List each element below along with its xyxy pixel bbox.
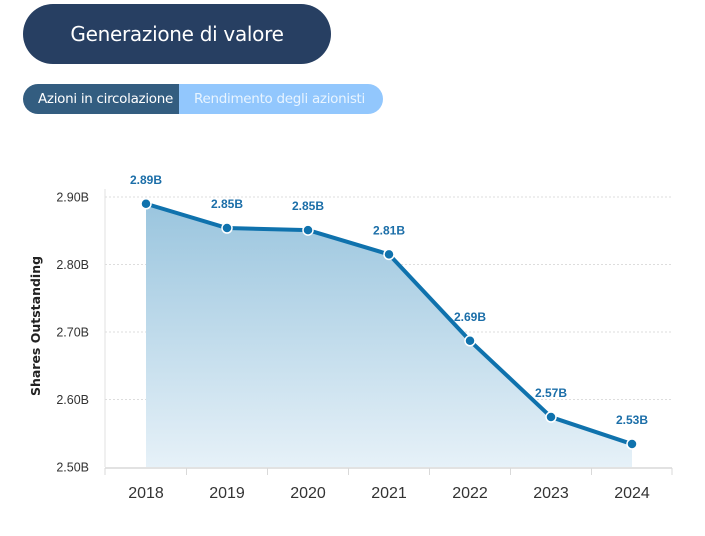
data-label: 2.89B [130, 173, 162, 187]
x-tick-label: 2019 [209, 485, 245, 502]
x-tick-label: 2020 [290, 485, 326, 502]
y-tick-labels: 2.50B 2.60B 2.70B 2.80B 2.90B [56, 191, 89, 475]
x-tick-label: 2018 [128, 485, 164, 502]
data-point[interactable] [140, 198, 152, 210]
x-tick-label: 2021 [371, 485, 407, 502]
data-label: 2.85B [211, 197, 243, 211]
x-tick-labels: 2018 2019 2020 2021 2022 2023 2024 [128, 485, 650, 502]
data-label: 2.81B [373, 223, 405, 237]
data-points [140, 198, 638, 450]
data-point[interactable] [626, 438, 638, 450]
area-fill [146, 203, 632, 467]
x-tick-label: 2024 [614, 485, 650, 502]
y-tick-label: 2.50B [56, 461, 89, 475]
y-axis-title: Shares Outstanding [28, 256, 43, 396]
data-labels: 2.89B 2.85B 2.85B 2.81B 2.69B 2.57B 2.53B [130, 173, 648, 427]
tab-shareholder-returns[interactable]: Rendimento degli azionisti [179, 84, 383, 114]
data-point[interactable] [383, 248, 395, 261]
data-label: 2.53B [616, 413, 648, 427]
y-tick-label: 2.80B [56, 258, 89, 272]
data-label: 2.85B [292, 199, 324, 213]
data-point[interactable] [545, 411, 557, 423]
y-tick-label: 2.70B [56, 326, 89, 340]
section-title: Generazione di valore [23, 4, 331, 64]
tab-shares-outstanding[interactable]: Azioni in circolazione [23, 84, 179, 114]
data-point[interactable] [221, 222, 233, 234]
data-label: 2.57B [535, 386, 567, 400]
tab-bar: Azioni in circolazione Rendimento degli … [23, 84, 383, 114]
x-tick-label: 2022 [452, 485, 488, 502]
shares-outstanding-chart: 2.89B 2.85B 2.85B 2.81B 2.69B 2.57B 2.53B 2.50… [28, 173, 673, 502]
gridlines [105, 196, 672, 400]
data-point[interactable] [302, 224, 314, 236]
y-tick-label: 2.60B [56, 393, 89, 407]
axes [104, 189, 673, 475]
x-tick-label: 2023 [533, 485, 569, 502]
y-tick-label: 2.90B [56, 191, 89, 205]
data-label: 2.69B [454, 310, 486, 324]
data-point[interactable] [464, 335, 476, 347]
